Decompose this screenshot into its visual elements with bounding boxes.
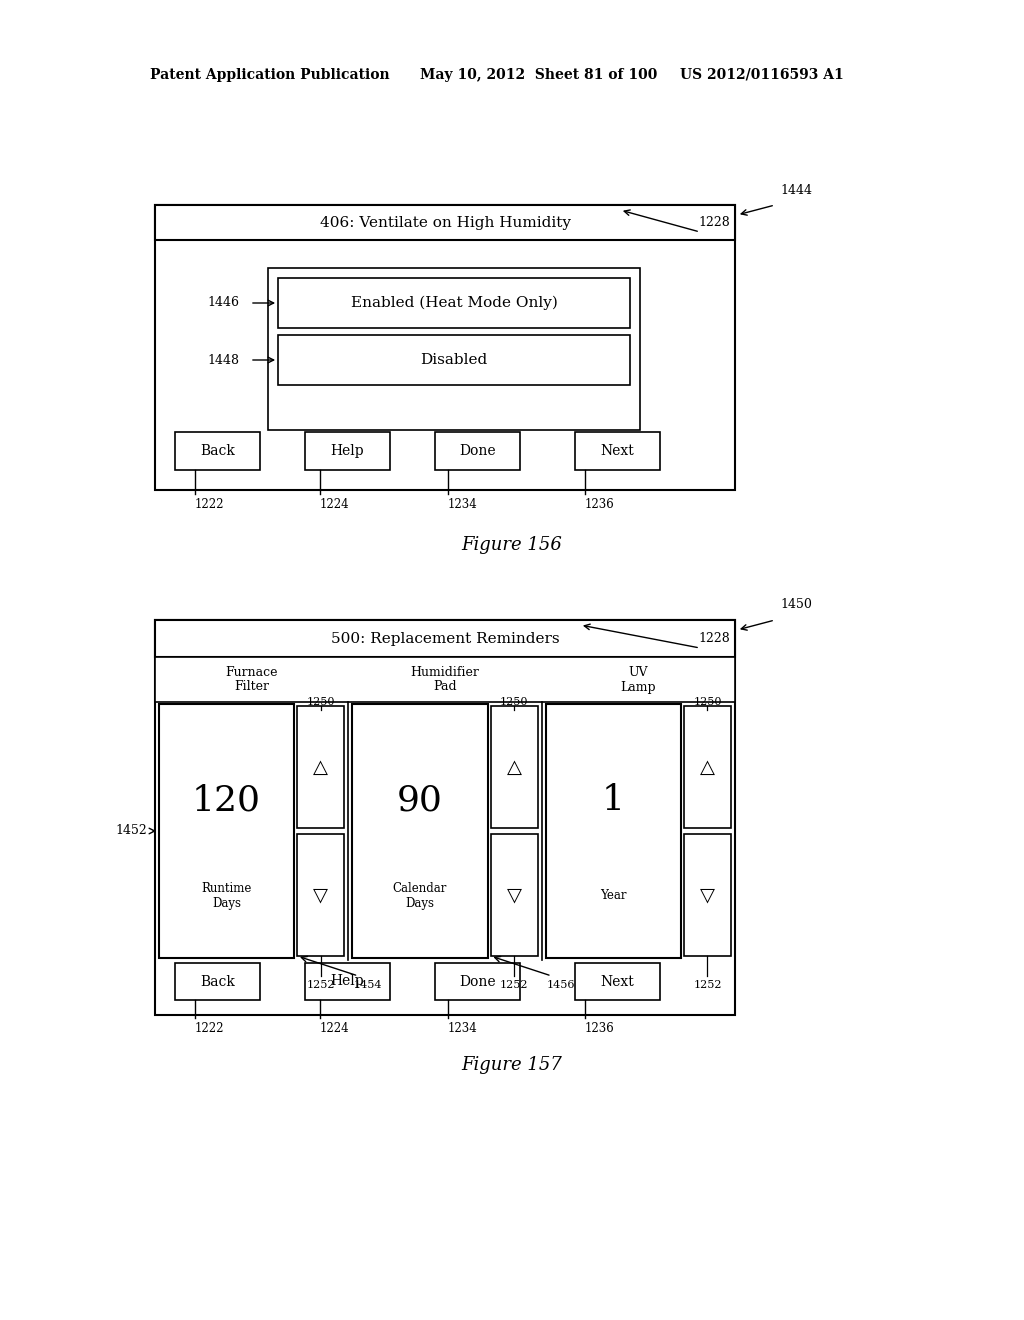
Bar [490,834,538,956]
Text: 1222: 1222 [195,1022,224,1035]
Bar [684,834,731,956]
Text: △: △ [507,758,521,776]
Text: 1222: 1222 [195,498,224,511]
Text: 1454: 1454 [353,979,382,990]
Text: 1224: 1224 [319,1022,349,1035]
Text: 1252: 1252 [500,979,528,990]
Text: 1236: 1236 [585,1022,614,1035]
Text: Humidifier
Pad: Humidifier Pad [411,665,479,693]
Bar [546,704,681,958]
Bar [159,704,294,958]
Text: 1252: 1252 [693,979,722,990]
Bar [175,432,260,470]
Text: △: △ [700,758,715,776]
Text: 120: 120 [193,783,261,817]
Text: Done: Done [459,974,496,989]
Bar [435,432,520,470]
Text: US 2012/0116593 A1: US 2012/0116593 A1 [680,69,844,82]
Text: Disabled: Disabled [421,352,487,367]
Text: ▽: ▽ [700,886,715,904]
Text: 1250: 1250 [500,697,528,708]
Bar [435,964,520,1001]
Text: ▽: ▽ [313,886,329,904]
Text: Enabled (Heat Mode Only): Enabled (Heat Mode Only) [350,296,557,310]
Text: 1228: 1228 [698,631,730,644]
Bar [575,432,660,470]
Text: 1: 1 [602,783,625,817]
Bar [352,704,487,958]
Text: 500: Replacement Reminders: 500: Replacement Reminders [331,631,559,645]
Bar [278,335,630,385]
Text: Help: Help [331,444,365,458]
Bar [305,964,390,1001]
Text: Next: Next [601,444,635,458]
Text: 1456: 1456 [547,979,575,990]
Text: Back: Back [200,974,234,989]
Text: UV
Lamp: UV Lamp [621,665,656,693]
Text: Help: Help [331,974,365,989]
Text: 1224: 1224 [319,498,349,511]
Text: Patent Application Publication: Patent Application Publication [150,69,389,82]
Text: Next: Next [601,974,635,989]
Text: Figure 156: Figure 156 [462,536,562,554]
Text: 1252: 1252 [306,979,335,990]
Bar [155,620,735,1015]
Bar [175,964,260,1001]
Bar [155,657,735,702]
Text: Calendar
Days: Calendar Days [393,882,447,909]
Text: Year: Year [600,888,627,902]
Text: Figure 157: Figure 157 [462,1056,562,1074]
Bar [155,620,735,657]
Text: Back: Back [200,444,234,458]
Bar [490,706,538,828]
Text: Furnace
Filter: Furnace Filter [225,665,278,693]
Text: May 10, 2012  Sheet 81 of 100: May 10, 2012 Sheet 81 of 100 [420,69,657,82]
Text: Runtime
Days: Runtime Days [202,882,252,909]
Bar [575,964,660,1001]
Text: 1236: 1236 [585,498,614,511]
Text: 1250: 1250 [693,697,722,708]
Text: 1444: 1444 [780,183,812,197]
Text: △: △ [313,758,329,776]
Text: 1234: 1234 [449,1022,478,1035]
Bar [155,205,735,490]
Text: 1450: 1450 [780,598,812,611]
Text: 90: 90 [397,783,442,817]
Text: 1234: 1234 [449,498,478,511]
Text: 1228: 1228 [698,215,730,228]
Bar [278,279,630,327]
Text: 1452: 1452 [115,825,146,837]
Text: 1250: 1250 [306,697,335,708]
Text: 1448: 1448 [207,354,239,367]
Text: 1446: 1446 [207,297,239,309]
Bar [684,706,731,828]
Text: ▽: ▽ [507,886,521,904]
Bar [297,706,344,828]
Bar [305,432,390,470]
Text: 406: Ventilate on High Humidity: 406: Ventilate on High Humidity [319,215,570,230]
Bar [268,268,640,430]
Text: Done: Done [459,444,496,458]
Bar [297,834,344,956]
Bar [155,205,735,240]
